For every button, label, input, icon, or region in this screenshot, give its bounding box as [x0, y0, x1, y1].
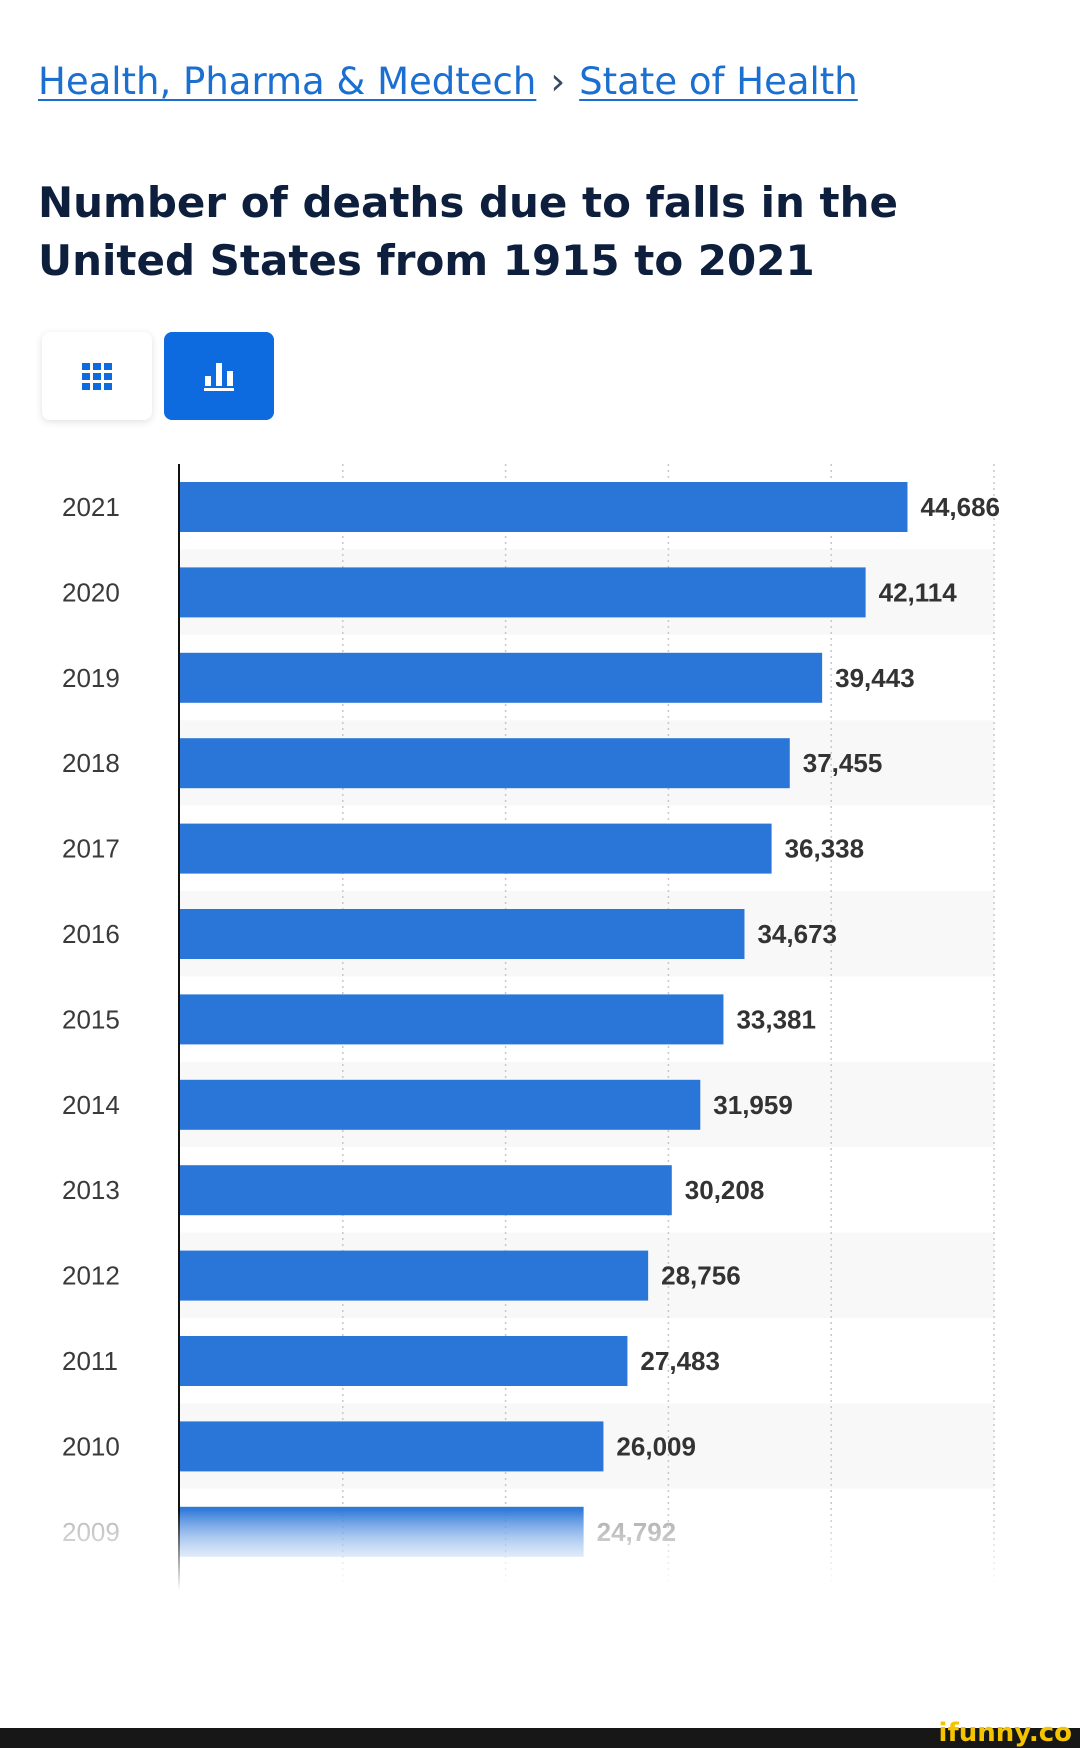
bar-2019[interactable]	[180, 652, 823, 703]
year-label-2019: 2019	[62, 663, 120, 693]
value-label-2020: 42,114	[879, 577, 958, 607]
year-label-2021: 2021	[62, 492, 120, 522]
breadcrumb-separator: ›	[550, 60, 566, 103]
value-label-2018: 37,455	[803, 748, 883, 778]
watermark-logo: ifunny.co	[938, 1718, 1072, 1748]
bar-2015[interactable]	[180, 994, 724, 1045]
bar-chart-icon	[204, 363, 234, 391]
footer-strip	[0, 1728, 1080, 1748]
value-label-2015: 33,381	[736, 1004, 816, 1034]
value-label-2010: 26,009	[616, 1431, 696, 1461]
value-label-2013: 30,208	[685, 1175, 765, 1205]
grid-icon	[82, 363, 112, 390]
bar-chart: 2021 2020 2019 2018 2017 2016 2015 2014 2013 2012…	[0, 460, 1080, 1605]
value-label-2017: 36,338	[785, 834, 865, 864]
chart-canvas: 2021 2020 2019 2018 2017 2016 2015 2014 2013 2012…	[0, 464, 1080, 1605]
breadcrumb: Health, Pharma & Medtech › State of Health	[38, 60, 858, 103]
value-label-2021: 44,686	[920, 492, 1000, 522]
bar-2016[interactable]	[180, 909, 745, 959]
bar-2011[interactable]	[180, 1336, 628, 1386]
year-label-2010: 2010	[62, 1431, 120, 1461]
year-label-2013: 2013	[62, 1175, 120, 1205]
chart-view-button[interactable]	[164, 332, 274, 420]
bar-2021[interactable]	[180, 482, 908, 532]
year-label-2014: 2014	[62, 1090, 120, 1120]
year-label-2015: 2015	[62, 1004, 120, 1034]
bar-2010[interactable]	[180, 1421, 604, 1472]
bar-2014[interactable]	[180, 1079, 701, 1130]
year-label-2018: 2018	[62, 748, 120, 778]
page-title: Number of deaths due to falls in the Uni…	[38, 178, 898, 285]
bar-2013[interactable]	[180, 1165, 672, 1216]
value-label-2012: 28,756	[661, 1261, 741, 1291]
bar-2012[interactable]	[180, 1250, 649, 1301]
year-label-2017: 2017	[62, 834, 120, 864]
value-label-2019: 39,443	[835, 663, 915, 693]
bar-2018[interactable]	[180, 738, 790, 789]
year-label-2012: 2012	[62, 1261, 120, 1291]
year-label-2011: 2011	[62, 1346, 118, 1376]
year-label-2016: 2016	[62, 919, 120, 949]
value-label-2014: 31,959	[713, 1090, 793, 1120]
value-label-2016: 34,673	[757, 919, 837, 949]
bar-2020[interactable]	[180, 567, 866, 618]
value-label-2011: 27,483	[640, 1346, 720, 1376]
breadcrumb-link-state-of-health[interactable]: State of Health	[579, 60, 858, 103]
table-view-button[interactable]	[42, 332, 152, 420]
bar-2017[interactable]	[180, 823, 772, 874]
year-label-2020: 2020	[62, 577, 120, 607]
breadcrumb-link-health-pharma-medtech[interactable]: Health, Pharma & Medtech	[38, 60, 537, 103]
